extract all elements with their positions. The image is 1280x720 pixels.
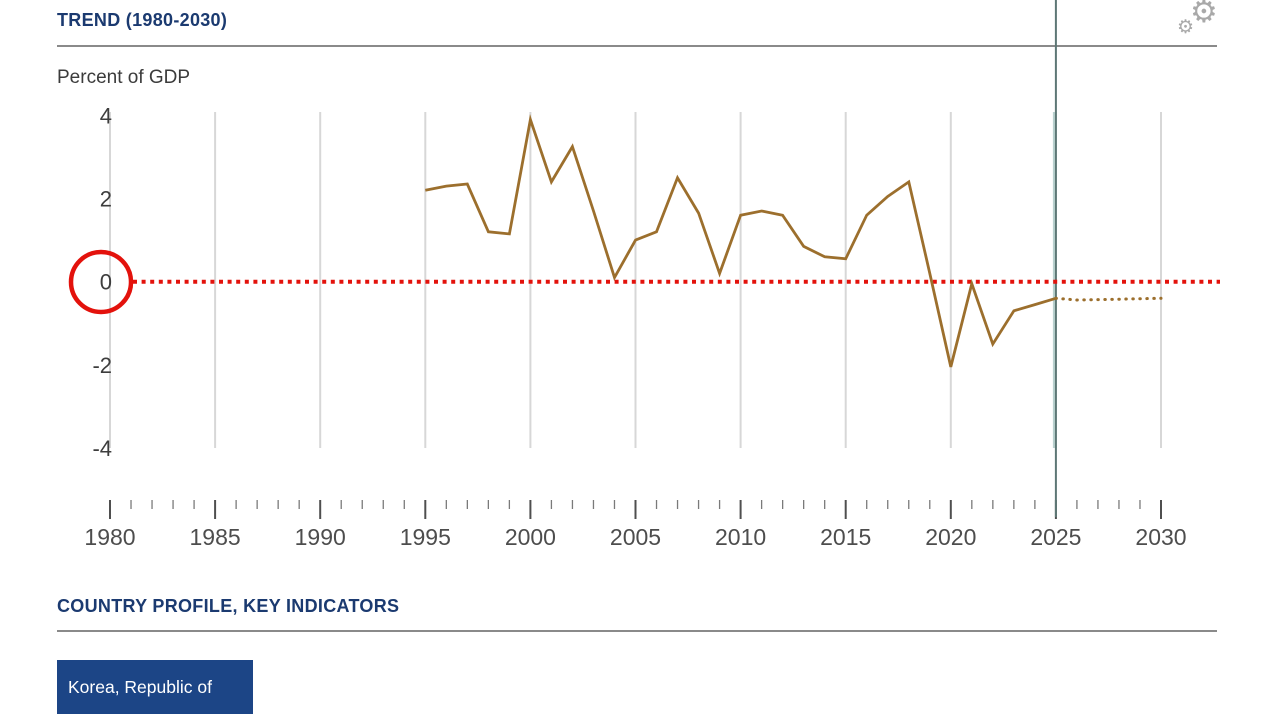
x-axis-label-1990: 1990 [295,524,346,550]
x-axis-label-2020: 2020 [925,524,976,550]
x-axis-label-1995: 1995 [400,524,451,550]
y-axis-label-2: 2 [100,187,112,212]
country-profile-heading: COUNTRY PROFILE, KEY INDICATORS [57,596,400,616]
x-axis-label-1980: 1980 [84,524,135,550]
profile-rule [57,630,1217,632]
gear-small-icon: ⚙ [1177,17,1195,38]
chart-unit-label: Percent of GDP [57,67,191,88]
country-selector-button[interactable]: Korea, Republic of [57,660,253,714]
trend-line-chart[interactable]: 1980 1985 1990 1995 2000 2005 2010 2015 2020 2025… [0,0,1280,565]
y-axis-label--4: -4 [92,436,112,461]
page-title: TREND (1980-2030) [57,10,228,30]
x-axis-label-2000: 2000 [505,524,556,550]
historical-series-line [425,114,1057,368]
y-axis-label-0: 0 [100,270,112,295]
gear-large-icon: ⚙ [1190,0,1218,29]
x-axis-label-2025: 2025 [1030,524,1081,550]
x-axis-label-2005: 2005 [610,524,661,550]
x-axis-label-1985: 1985 [190,524,241,550]
y-axis-label--2: -2 [92,353,112,378]
projection-series-line [1054,296,1163,302]
x-axis-label-2030: 2030 [1135,524,1186,550]
settings-button[interactable]: ⚙ ⚙ [1176,0,1224,46]
y-axis-label-4: 4 [100,103,112,128]
header-rule [57,45,1217,47]
zero-label-annotation-circle [68,249,134,315]
x-axis-label-2010: 2010 [715,524,766,550]
x-axis-label-2015: 2015 [820,524,871,550]
